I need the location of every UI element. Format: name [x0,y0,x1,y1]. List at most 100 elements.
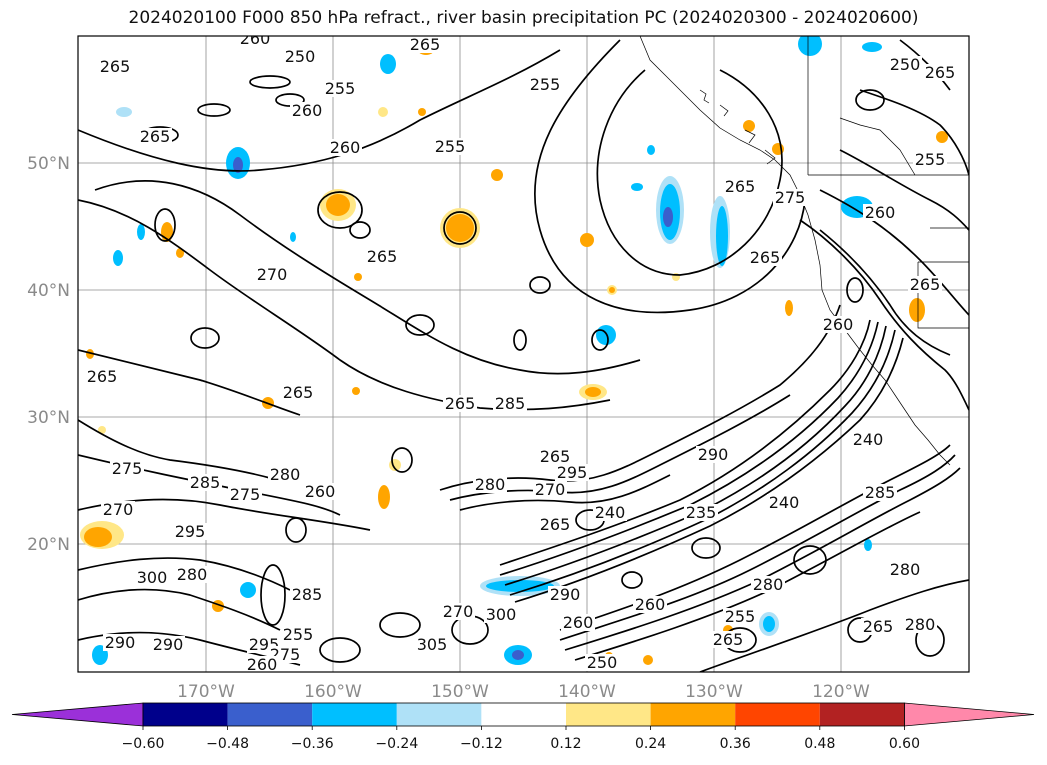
contour-label-bg [238,36,272,47]
colorbar-bin [481,703,566,726]
contour-label: 265 [863,617,894,636]
contour-label: 260 [305,482,336,501]
neg-patch [116,107,132,117]
contour-label: 240 [769,493,800,512]
contour-label-bg [173,523,207,540]
map-title: 2024020100 F000 850 hPa refract., river … [128,8,919,28]
contour-label: 265 [540,515,571,534]
contour-label-bg [110,460,144,477]
contour-label: 260 [240,29,271,48]
contour-label: 260 [247,655,278,674]
contour-label: 265 [925,63,956,82]
contour-label-bg [538,448,572,465]
contour-label: 265 [87,367,118,386]
contour-label-bg [255,266,289,283]
contour-label-bg [923,64,957,81]
pos-patch [643,655,653,665]
longitude-label: 130°W [685,682,743,702]
contour-label: 250 [285,47,316,66]
neg-patch [798,36,822,56]
contour-label-bg [751,576,785,593]
pos-patch [326,194,350,216]
contour-label: 285 [190,473,221,492]
contour-label: 255 [283,625,314,644]
contour-label: 250 [587,653,618,672]
colorbar-tick-label: 0.60 [889,736,920,752]
colorbar-tick-label: 0.48 [804,736,835,752]
latitude-label: 50°N [27,154,70,174]
contour-label: 255 [915,150,946,169]
contour-label-bg [528,76,562,93]
neg-patch [763,616,775,632]
contour-label: 280 [177,565,208,584]
contour-label-bg [101,501,135,518]
contour-label-bg [484,606,518,623]
colorbar-bin [143,703,228,726]
contour-label-bg [861,618,895,635]
contour-label: 265 [725,177,756,196]
contour-label-bg [548,586,582,603]
latitude-label: 20°N [27,535,70,555]
contour-label-bg [585,654,619,671]
contour-label-bg [303,483,337,500]
map-frame [77,35,970,673]
contour-label: 290 [153,635,184,654]
neg-patch [380,54,396,74]
latitude-label: 30°N [27,408,70,428]
longitude-label: 160°W [304,682,362,702]
pos-patch [585,387,601,397]
contour-label: 270 [443,602,474,621]
longitude-label: 120°W [812,682,870,702]
contour-label: 300 [486,605,517,624]
contour-label: 260 [292,101,323,120]
contour-label-bg [821,316,855,333]
neg-patch [716,206,728,266]
neg-patch [596,325,616,345]
pos-patch [785,300,793,316]
contour-label-bg [245,656,279,672]
contour-label: 285 [292,585,323,604]
contour-label: 240 [853,430,884,449]
contour-label-bg [323,80,357,97]
contour-label-bg [903,616,937,633]
contour-label: 265 [713,630,744,649]
colorbar-ticks: −0.60 −0.48 −0.36 −0.24 −0.12 0.12 0.24 0.36 0.4… [122,726,920,752]
contour-label-bg [863,484,897,501]
contour-label: 275 [112,459,143,478]
pos-patch [580,233,594,247]
contour-label: 265 [367,247,398,266]
contour-label-bg [888,56,922,73]
contour-label-bg [441,603,475,620]
contour-label-bg [684,504,718,521]
contour-label: 265 [140,127,171,146]
pos-patch [378,107,388,117]
contour-label: 265 [445,394,476,413]
contour-label: 250 [890,55,921,74]
contour-label: 235 [686,503,717,522]
colorbar-bin [735,703,820,726]
contour-label-bg [365,248,399,265]
colorbar-extend-high [904,702,1035,727]
colorbar-tick-label: −0.36 [291,736,334,752]
contour-label-bg [913,151,947,168]
contour-label-bg [443,395,477,412]
contour-label-bg [711,631,745,648]
pos-patch [98,426,106,434]
neg-patch [647,145,655,155]
pos-patch [418,108,426,116]
contour-label-bg [283,48,317,65]
pos-patch [352,387,360,395]
neg-patch [486,580,554,592]
contour-label-bg [281,384,315,401]
pos-patch [86,349,94,359]
colorbar-outline [142,702,905,727]
colorbar [11,702,1035,727]
contour-label-bg [773,189,807,206]
neg-patch [512,650,524,660]
contour-label: 300 [137,568,168,587]
contour-label-bg [493,395,527,412]
contour-label: 280 [753,575,784,594]
contour-label: 290 [698,445,729,464]
contour-label: 255 [435,137,466,156]
